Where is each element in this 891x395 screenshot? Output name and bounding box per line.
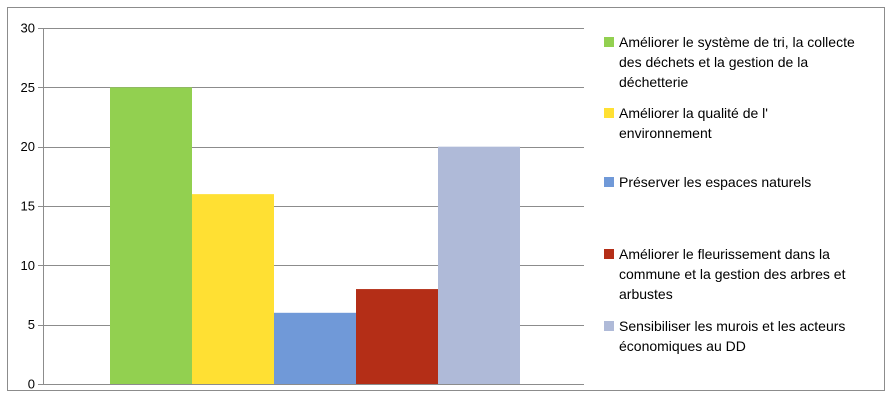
bar-series-4	[356, 289, 438, 384]
y-tick-label: 15	[21, 199, 35, 214]
y-tick-label: 5	[28, 317, 35, 332]
legend-swatch-2	[604, 108, 614, 118]
legend-label-1: déchetterie	[619, 74, 688, 90]
legend-label-5: économiques au DD	[619, 338, 746, 354]
legend-label-2: Améliorer la qualité de l'	[619, 105, 768, 121]
bar-series-2	[192, 194, 274, 384]
y-tick-label: 10	[21, 258, 35, 273]
legend-swatch-5	[604, 321, 614, 331]
y-tick-label: 25	[21, 80, 35, 95]
bar-series-3	[274, 312, 356, 384]
legend-label-1: des déchets et la gestion de la	[619, 54, 808, 70]
legend-label-1: Améliorer le système de tri, la collecte	[619, 34, 855, 50]
legend-label-4: commune et la gestion des arbres et	[619, 266, 846, 282]
legend-label-5: Sensibiliser les murois et les acteurs	[619, 318, 845, 334]
legend-swatch-4	[604, 249, 614, 259]
legend-label-4: Améliorer le fleurissement dans la	[619, 246, 830, 262]
legend-label-4: arbustes	[619, 286, 673, 302]
y-tick-label: 30	[21, 21, 35, 36]
legend-label-2: environnement	[619, 125, 712, 141]
bar-series-1	[110, 87, 192, 384]
legend-swatch-3	[604, 177, 614, 187]
legend-swatch-1	[604, 37, 614, 47]
y-tick-label: 20	[21, 139, 35, 154]
y-tick-label: 0	[28, 377, 35, 392]
legend-label-3: Préserver les espaces naturels	[619, 174, 811, 190]
bar-series-5	[438, 146, 520, 384]
